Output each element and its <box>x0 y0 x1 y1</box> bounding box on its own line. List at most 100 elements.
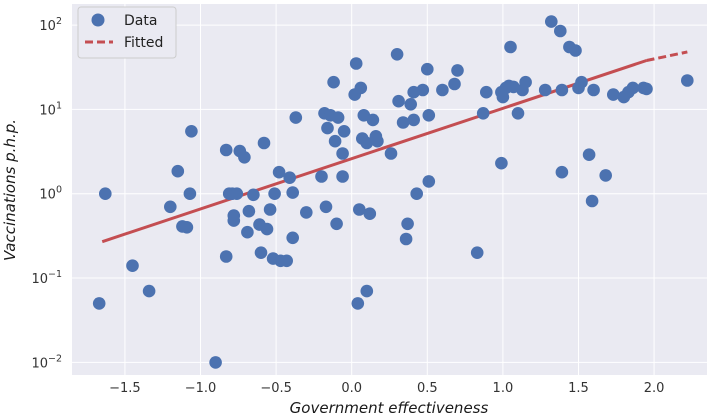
data-point <box>396 116 410 129</box>
data-point <box>416 83 430 97</box>
data-point <box>599 169 612 182</box>
data-point <box>242 204 256 218</box>
x-tick-label: 2.0 <box>644 381 665 396</box>
data-point <box>286 231 300 245</box>
data-point <box>254 246 268 259</box>
data-point <box>538 83 552 97</box>
data-point <box>336 147 349 160</box>
x-axis-label: Government effectiveness <box>290 399 489 416</box>
data-point <box>247 188 260 202</box>
data-point <box>280 254 294 268</box>
data-point <box>219 143 233 157</box>
gridlines <box>72 4 707 375</box>
data-point <box>390 48 404 61</box>
legend-fitted-label: Fitted <box>124 35 163 51</box>
data-point <box>241 225 254 239</box>
data-point <box>209 356 222 369</box>
data-point <box>363 207 377 220</box>
y-tick-label: 10−2 <box>31 353 62 371</box>
legend-data-label: Data <box>124 13 157 29</box>
data-point <box>286 186 300 199</box>
data-point <box>555 165 569 179</box>
data-point <box>315 170 328 183</box>
data-point <box>92 297 106 310</box>
data-point <box>554 24 567 38</box>
data-point <box>238 151 251 164</box>
data-point <box>555 83 569 97</box>
data-point <box>349 57 363 70</box>
data-point <box>371 134 384 148</box>
data-point <box>328 134 342 148</box>
data-point <box>436 83 449 97</box>
data-point <box>142 284 156 298</box>
data-point <box>626 81 640 95</box>
x-tick-label: −0.5 <box>260 381 292 396</box>
data-point <box>185 125 198 138</box>
data-point <box>360 136 374 150</box>
data-point <box>519 75 532 89</box>
data-point <box>180 221 194 234</box>
data-point <box>171 164 185 178</box>
data-point <box>289 111 303 124</box>
data-point <box>511 107 525 120</box>
data-point <box>319 200 333 214</box>
data-point <box>268 187 281 200</box>
plot-background <box>72 4 707 375</box>
data-point <box>470 246 484 259</box>
x-tick-label: −1.5 <box>109 381 141 396</box>
data-point <box>99 187 112 200</box>
y-tick-label: 101 <box>39 100 62 118</box>
data-point <box>227 214 241 227</box>
data-point <box>230 187 244 200</box>
data-point <box>681 74 694 87</box>
fitted-line-extension <box>646 50 688 62</box>
data-point <box>410 187 424 200</box>
x-tick-label: 0.0 <box>341 381 362 396</box>
data-point <box>495 156 508 170</box>
data-point <box>480 85 493 99</box>
data-point <box>569 44 582 57</box>
data-point <box>327 75 340 89</box>
y-tick-label: 102 <box>39 16 62 34</box>
data-point <box>263 203 277 216</box>
data-point <box>337 125 351 138</box>
data-point <box>164 200 177 214</box>
data-point <box>183 187 197 200</box>
data-points <box>92 15 694 369</box>
data-point <box>575 75 588 89</box>
data-point <box>272 165 286 179</box>
x-tick-label: 0.5 <box>417 381 438 396</box>
x-axis-ticks: −1.5 −1.0 −0.5 0.0 0.5 1.0 1.5 2.0 <box>109 381 664 396</box>
data-point <box>336 170 349 183</box>
data-point <box>422 109 436 122</box>
data-point <box>404 98 418 111</box>
data-point <box>448 77 461 91</box>
data-point <box>545 15 558 28</box>
data-point <box>607 88 620 101</box>
data-point <box>354 81 368 95</box>
data-point <box>366 113 380 127</box>
data-point <box>392 94 405 108</box>
data-point <box>451 64 464 77</box>
data-point <box>384 147 398 160</box>
data-point <box>330 217 343 231</box>
legend: Data Fitted <box>77 6 177 59</box>
legend-data-marker <box>91 13 105 27</box>
data-point <box>422 175 436 188</box>
data-point <box>476 107 490 120</box>
data-point <box>401 217 414 231</box>
data-point <box>351 297 365 310</box>
x-tick-label: 1.5 <box>568 381 589 396</box>
y-tick-label: 10−1 <box>31 269 62 287</box>
data-point <box>504 40 517 54</box>
data-point <box>260 222 274 236</box>
data-point <box>283 171 297 184</box>
data-point <box>353 203 366 216</box>
data-point <box>331 111 345 124</box>
y-tick-label: 100 <box>39 185 62 203</box>
data-point <box>585 194 599 208</box>
data-point <box>219 250 233 263</box>
y-axis-label: Vaccinations p.h.p. <box>1 119 19 261</box>
data-point <box>582 148 596 161</box>
